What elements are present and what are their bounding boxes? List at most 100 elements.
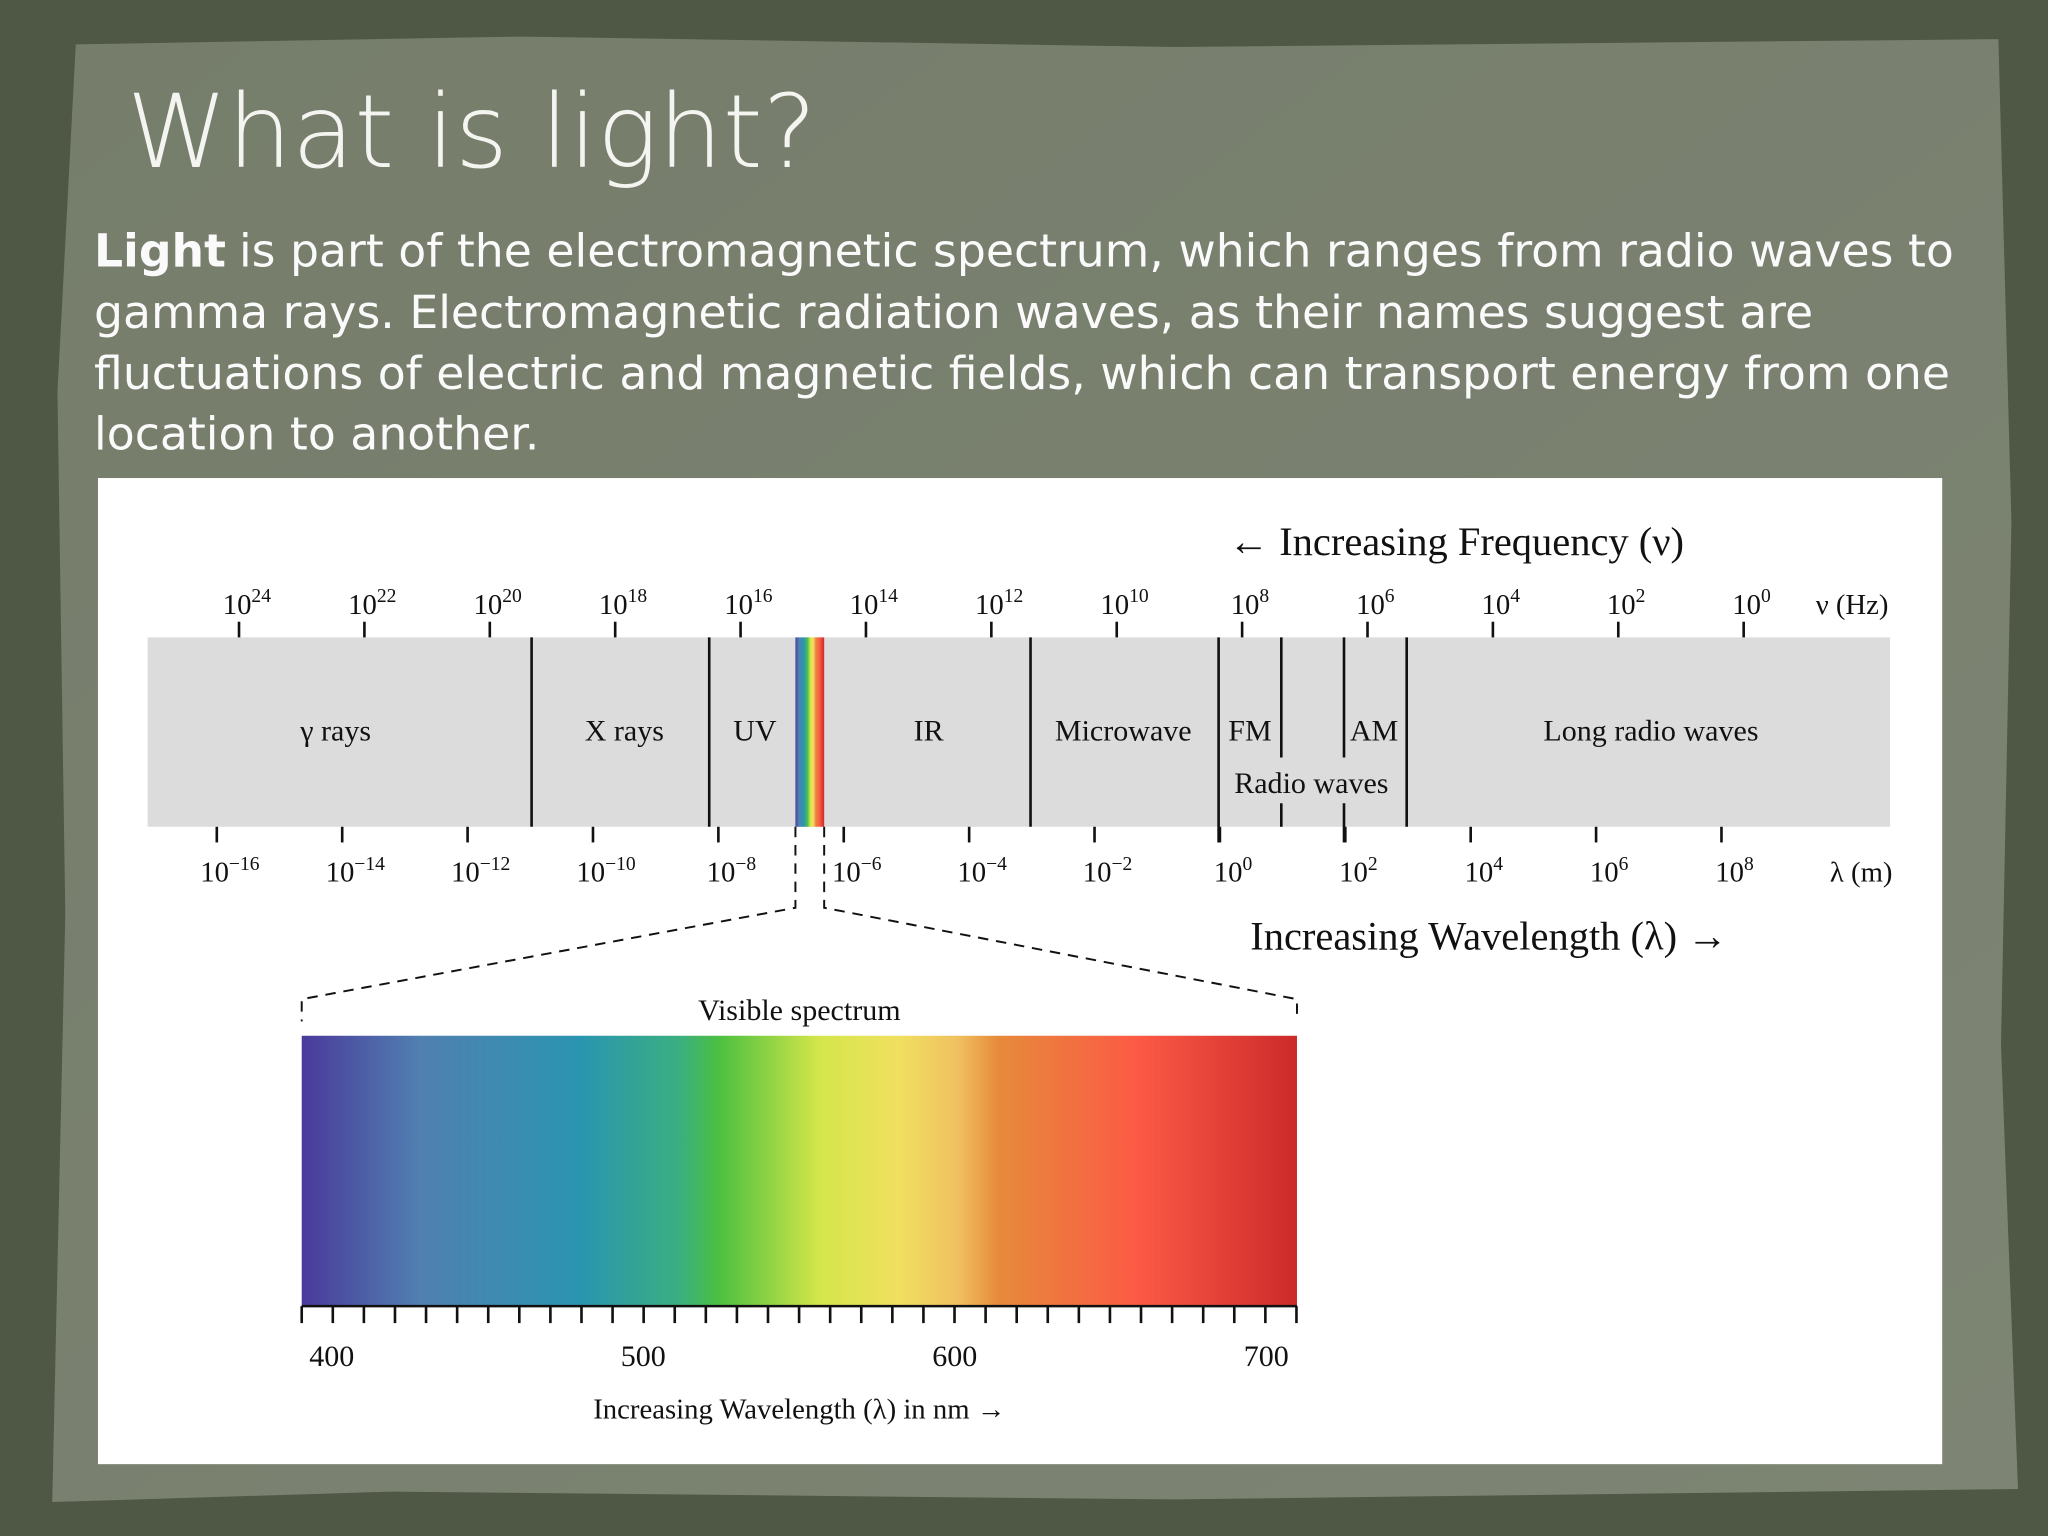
wavelength-tick-label: 102 <box>1339 854 1378 889</box>
body-line: is part of the electromagnetic spectrum,… <box>239 224 1954 277</box>
tick-exponent: −6 <box>861 854 882 875</box>
frequency-tick-label: 1018 <box>599 586 648 621</box>
region-label: Microwave <box>1055 715 1192 748</box>
tick-exponent: 24 <box>251 586 271 607</box>
tick-exponent: 8 <box>1259 586 1269 607</box>
tick-exponent: 8 <box>1744 854 1754 875</box>
visible-title: Visible spectrum <box>698 994 901 1027</box>
tick-base: 10 <box>724 589 753 621</box>
region-label: UV <box>733 715 777 748</box>
tick-base: 10 <box>1339 857 1368 889</box>
tick-exponent: −12 <box>480 854 511 875</box>
wavelength-tick-label: 10−2 <box>1083 854 1133 889</box>
tick-base: 10 <box>1464 857 1493 889</box>
frequency-tick-label: 1012 <box>975 586 1023 621</box>
tick-exponent: 0 <box>1761 586 1771 607</box>
tick-exponent: −16 <box>229 854 260 875</box>
tick-exponent: 2 <box>1368 854 1378 875</box>
radio-group-label: Radio waves <box>1234 767 1388 800</box>
nm-tick-label: 500 <box>621 1340 666 1373</box>
wavelength-tick-label: 106 <box>1590 854 1629 889</box>
wavelength-tick-label: 100 <box>1214 854 1253 889</box>
tick-base: 10 <box>576 857 605 889</box>
tick-base: 10 <box>1100 589 1129 621</box>
wavelength-tick-label: 10−14 <box>326 854 386 889</box>
tick-exponent: 4 <box>1510 586 1520 607</box>
tick-exponent: 2 <box>1636 586 1646 607</box>
tick-base: 10 <box>473 589 502 621</box>
bold-term: Light <box>94 224 226 277</box>
frequency-tick-label: 100 <box>1732 586 1771 621</box>
frequency-tick-label: 1024 <box>223 586 272 621</box>
frequency-tick-label: 108 <box>1231 586 1270 621</box>
wavelength-tick-label: 10−12 <box>451 854 510 889</box>
wavelength-tick-label: 10−8 <box>707 854 757 889</box>
tick-exponent: 14 <box>878 586 898 607</box>
nm-tick-label: 400 <box>309 1340 354 1373</box>
tick-base: 10 <box>1231 589 1260 621</box>
tick-exponent: −4 <box>986 854 1007 875</box>
tick-exponent: −10 <box>605 854 636 875</box>
wavelength-tick-label: 10−4 <box>957 854 1007 889</box>
tick-base: 10 <box>957 857 986 889</box>
diagram-text: ← Increasing Frequency (ν) ν (Hz) Increa… <box>200 519 1892 1425</box>
frequency-tick-label: 1022 <box>348 586 396 621</box>
region-label: X rays <box>585 715 664 748</box>
wavelength-tick-label: 108 <box>1715 854 1754 889</box>
tick-exponent: 18 <box>628 586 648 607</box>
tick-base: 10 <box>850 589 879 621</box>
tick-base: 10 <box>832 857 861 889</box>
tick-base: 10 <box>1083 857 1112 889</box>
tick-base: 10 <box>1214 857 1243 889</box>
tick-exponent: 20 <box>502 586 522 607</box>
tick-exponent: 6 <box>1619 854 1629 875</box>
tick-base: 10 <box>348 589 377 621</box>
frequency-tick-label: 106 <box>1356 586 1395 621</box>
frequency-unit: ν (Hz) <box>1816 589 1889 621</box>
tick-base: 10 <box>599 589 628 621</box>
region-label: FM <box>1228 715 1271 748</box>
frequency-tick-label: 102 <box>1607 586 1646 621</box>
region-label: γ rays <box>299 715 371 748</box>
body-line: gamma rays. Electromagnetic radiation wa… <box>94 286 1813 339</box>
tick-exponent: 10 <box>1129 586 1149 607</box>
zoom-lines <box>300 826 1298 1022</box>
tick-base: 10 <box>451 857 480 889</box>
tick-base: 10 <box>1715 857 1744 889</box>
wavelength-tick-label: 10−10 <box>576 854 636 889</box>
wavelength-tick-label: 10−6 <box>832 854 882 889</box>
visible-strip <box>795 637 825 827</box>
frequency-tick-label: 1020 <box>473 586 522 621</box>
tick-base: 10 <box>707 857 736 889</box>
region-label: AM <box>1350 715 1398 748</box>
tick-base: 10 <box>1590 857 1619 889</box>
region-label: Long radio waves <box>1543 715 1758 748</box>
region-label: IR <box>914 715 944 748</box>
frequency-tick-label: 1014 <box>850 586 899 621</box>
slide-title: What is light? <box>127 73 817 192</box>
tick-base: 10 <box>200 857 229 889</box>
nm-axis-label: Increasing Wavelength (λ) in nm → <box>593 1393 1005 1425</box>
tick-exponent: 16 <box>753 586 773 607</box>
tick-base: 10 <box>326 857 355 889</box>
frequency-tick-label: 1016 <box>724 586 773 621</box>
tick-exponent: 6 <box>1385 586 1395 607</box>
nm-tick-label: 700 <box>1244 1340 1289 1373</box>
tick-base: 10 <box>1356 589 1385 621</box>
wavelength-tick-label: 10−16 <box>200 854 260 889</box>
tick-base: 10 <box>1481 589 1510 621</box>
wavelength-unit: λ (m) <box>1830 857 1893 889</box>
body-text: Light is part of the electromagnetic spec… <box>94 224 1968 460</box>
frequency-label: ← Increasing Frequency (ν) <box>1229 519 1684 564</box>
body-line: fluctuations of electric and magnetic fi… <box>94 347 1950 400</box>
tick-exponent: 22 <box>377 586 397 607</box>
tick-base: 10 <box>223 589 252 621</box>
tick-base: 10 <box>1732 589 1761 621</box>
tick-base: 10 <box>975 589 1004 621</box>
spectrum-bar <box>147 637 1890 827</box>
visible-spectrum <box>301 1035 1297 1307</box>
tick-exponent: −2 <box>1112 854 1133 875</box>
tick-exponent: 0 <box>1242 854 1252 875</box>
